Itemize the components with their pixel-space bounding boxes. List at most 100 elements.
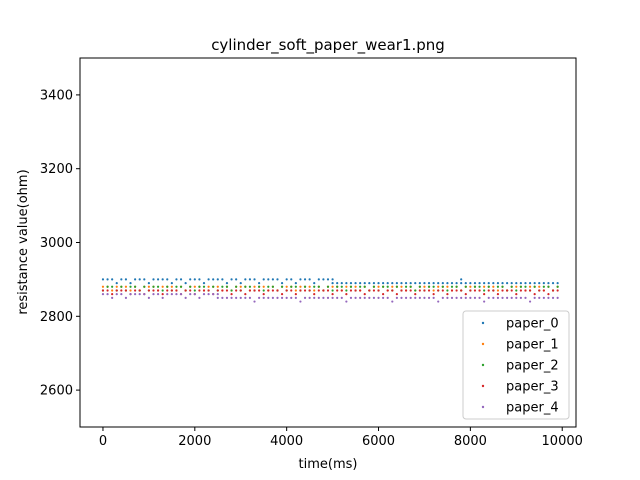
data-point bbox=[432, 281, 435, 285]
data-point bbox=[193, 285, 196, 288]
y-axis-ticks: 2600 2800 3000 3200 3400 bbox=[40, 88, 80, 399]
x-tick-label: 10000 bbox=[542, 434, 583, 449]
data-point bbox=[533, 296, 536, 299]
data-point bbox=[382, 296, 385, 299]
data-point bbox=[111, 289, 114, 292]
data-point bbox=[551, 296, 555, 299]
data-point bbox=[345, 285, 348, 288]
data-point bbox=[161, 278, 164, 281]
data-point bbox=[299, 278, 302, 281]
data-point bbox=[400, 285, 403, 288]
data-point bbox=[483, 285, 486, 288]
data-point bbox=[450, 296, 454, 299]
x-tick-label: 2000 bbox=[178, 434, 211, 449]
data-point bbox=[386, 289, 389, 292]
data-point bbox=[336, 296, 339, 299]
data-point bbox=[446, 281, 449, 285]
data-points bbox=[101, 278, 559, 303]
data-point bbox=[147, 296, 150, 299]
data-point bbox=[120, 289, 123, 292]
data-point bbox=[299, 285, 302, 288]
legend-box bbox=[462, 310, 570, 420]
data-point bbox=[129, 281, 132, 285]
data-point bbox=[354, 285, 357, 288]
data-point bbox=[262, 289, 265, 292]
data-point bbox=[437, 300, 440, 303]
data-point bbox=[253, 285, 256, 288]
y-axis-label: resistance value(ohm) bbox=[16, 169, 31, 314]
data-point bbox=[120, 285, 123, 288]
data-point bbox=[308, 278, 311, 281]
data-point bbox=[280, 281, 284, 285]
data-point bbox=[198, 289, 201, 292]
data-point bbox=[386, 281, 389, 285]
data-point bbox=[515, 289, 518, 292]
data-point bbox=[175, 285, 178, 288]
data-point bbox=[492, 281, 495, 285]
data-point bbox=[372, 289, 376, 292]
data-point bbox=[395, 296, 398, 299]
data-point bbox=[538, 289, 541, 292]
data-point bbox=[138, 278, 141, 281]
data-point bbox=[235, 278, 238, 281]
data-point bbox=[175, 278, 178, 281]
data-point bbox=[528, 281, 532, 285]
data-point bbox=[193, 289, 196, 292]
data-point bbox=[143, 293, 146, 296]
data-point bbox=[280, 296, 284, 299]
data-point bbox=[524, 285, 527, 288]
data-point bbox=[326, 278, 330, 281]
x-tick-label: 8000 bbox=[454, 434, 487, 449]
data-point bbox=[377, 285, 380, 288]
data-point bbox=[101, 278, 105, 281]
data-point bbox=[101, 293, 105, 296]
y-tick-label: 3200 bbox=[40, 162, 73, 177]
data-point bbox=[212, 293, 215, 296]
data-point bbox=[152, 293, 155, 296]
data-point bbox=[547, 293, 550, 296]
data-point bbox=[487, 296, 490, 299]
data-point bbox=[460, 281, 463, 285]
data-point bbox=[432, 293, 435, 296]
data-point bbox=[308, 289, 311, 292]
data-point bbox=[239, 281, 242, 285]
data-point bbox=[427, 296, 431, 299]
data-point bbox=[124, 285, 128, 288]
data-point bbox=[478, 289, 481, 292]
data-point bbox=[345, 300, 348, 303]
x-tick-label: 6000 bbox=[362, 434, 395, 449]
data-point bbox=[349, 285, 353, 288]
data-point bbox=[299, 289, 302, 292]
data-point bbox=[216, 278, 219, 281]
data-point bbox=[212, 285, 215, 288]
legend-label-paper-0: paper_0 bbox=[506, 317, 559, 332]
data-point bbox=[556, 281, 559, 285]
data-point bbox=[359, 296, 362, 299]
data-point bbox=[271, 289, 274, 292]
data-point bbox=[156, 293, 160, 296]
data-point bbox=[313, 281, 316, 285]
data-point bbox=[441, 281, 444, 285]
series-paper-0 bbox=[101, 278, 559, 285]
data-point bbox=[414, 281, 417, 285]
data-point bbox=[184, 289, 187, 292]
data-point bbox=[216, 293, 219, 296]
data-point bbox=[152, 289, 155, 292]
data-point bbox=[124, 278, 128, 281]
data-point bbox=[258, 296, 261, 299]
data-point bbox=[147, 285, 150, 288]
data-point bbox=[189, 278, 192, 281]
data-point bbox=[290, 285, 293, 288]
x-tick-label: 4000 bbox=[270, 434, 303, 449]
data-point bbox=[483, 300, 486, 303]
data-point bbox=[290, 296, 293, 299]
data-point bbox=[391, 285, 394, 288]
data-point bbox=[391, 281, 394, 285]
data-point bbox=[427, 281, 431, 285]
data-point bbox=[510, 281, 513, 285]
data-point bbox=[115, 293, 118, 296]
legend-marker-paper-4 bbox=[481, 405, 485, 409]
data-point bbox=[179, 293, 183, 296]
data-point bbox=[542, 285, 545, 288]
data-point bbox=[143, 278, 146, 281]
